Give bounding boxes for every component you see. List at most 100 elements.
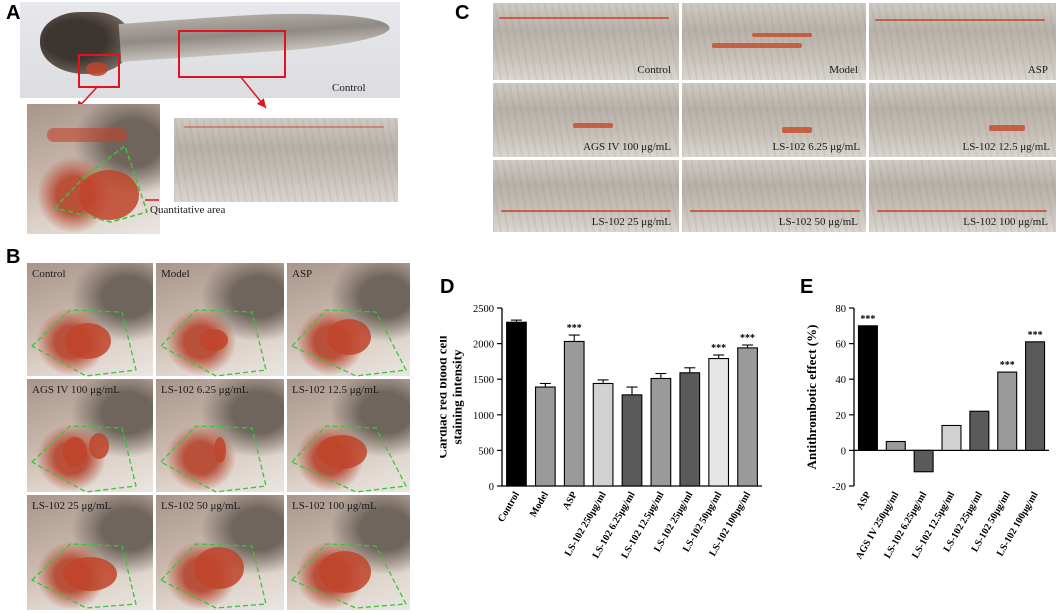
b-label-ls102-12-5: LS-102 12.5 μg/mL <box>292 384 380 396</box>
y-tick-label: 500 <box>478 446 494 457</box>
heart-blob <box>319 551 371 593</box>
y-tick-label: 2000 <box>473 340 494 351</box>
panel-letter-a: A <box>6 2 21 24</box>
heart-blob <box>63 557 117 591</box>
heart-blob <box>200 329 228 351</box>
heart-blob <box>63 437 87 467</box>
bar <box>1025 341 1046 451</box>
heart-red-spot <box>86 62 108 76</box>
x-tick-label: Model <box>528 490 551 519</box>
y-tick-label: 20 <box>836 411 847 422</box>
heart-blob <box>214 437 226 463</box>
c-label-control: Control <box>637 64 671 76</box>
heart-blob <box>327 319 371 355</box>
heart-image-asp: ASP <box>286 262 411 377</box>
c-label-ls102-6-25: LS-102 6.25 μg/mL <box>772 141 860 153</box>
bar <box>534 386 556 487</box>
vessel-streak <box>989 125 1025 131</box>
chart-e: -20 0 20 40 60 80 Antithrombotic effect (%) ***… <box>804 304 1049 561</box>
heart-zoom-red-region <box>79 170 139 220</box>
y-axis-label: Antithrombotic effect (%) <box>804 325 819 470</box>
heart-image-ls102-100: LS-102 100 μg/mL <box>286 494 411 611</box>
b-label-ls102-100: LS-102 100 μg/mL <box>292 500 377 512</box>
vessel-streak <box>501 210 671 212</box>
heart-image-ags-iv: AGS IV 100 μg/mL <box>26 378 154 493</box>
y-axis-label: staining intensity <box>450 349 465 444</box>
heart-blob <box>317 435 367 469</box>
significance-label: *** <box>740 333 755 344</box>
bar <box>737 347 758 487</box>
bar <box>885 440 906 451</box>
c-label-ls102-25: LS-102 25 μg/mL <box>591 216 671 228</box>
vessel-streak <box>712 43 802 48</box>
bar <box>913 449 934 473</box>
bar <box>563 340 585 487</box>
bar <box>506 321 527 487</box>
tail-image-control: Control <box>492 2 680 81</box>
bar <box>650 377 672 487</box>
tail-image-ls102-6-25: LS-102 6.25 μg/mL <box>681 82 867 158</box>
significance-label: *** <box>1000 360 1015 371</box>
b-label-ls102-25: LS-102 25 μg/mL <box>32 500 112 512</box>
c-label-ls102-12-5: LS-102 12.5 μg/mL <box>962 141 1050 153</box>
heart-image-ls102-25: LS-102 25 μg/mL <box>26 494 154 611</box>
x-tick-label: ASP <box>561 490 580 512</box>
panel-letter-c: C <box>455 2 470 24</box>
c-label-asp: ASP <box>1027 64 1048 76</box>
heart-image-ls102-12-5: LS-102 12.5 μg/mL <box>286 378 411 493</box>
bar <box>708 358 730 487</box>
bar <box>857 325 878 451</box>
heart-roi-box <box>78 54 120 88</box>
tail-image-ls102-12-5: LS-102 12.5 μg/mL <box>868 82 1057 158</box>
bar <box>969 410 990 451</box>
bar <box>679 372 701 487</box>
zoom-arrows <box>75 75 267 111</box>
heart-zoom-image <box>27 104 160 234</box>
y-tick-label: 80 <box>836 304 847 315</box>
c-label-ls102-100: LS-102 100 μg/mL <box>963 216 1048 228</box>
x-tick-label: ASP <box>855 490 874 512</box>
heart-image-ls102-50: LS-102 50 μg/mL <box>155 494 285 611</box>
larva-head <box>40 12 130 74</box>
heart-zoom-red-streak <box>47 128 127 142</box>
heart-blob <box>194 547 244 589</box>
panel-letter-b: B <box>6 246 21 268</box>
y-tick-label: -20 <box>832 482 846 493</box>
tail-image-ags-iv: AGS IV 100 μg/mL <box>492 82 680 158</box>
c-label-ls102-50: LS-102 50 μg/mL <box>778 216 858 228</box>
tail-image-asp: ASP <box>868 2 1057 81</box>
vessel-streak <box>782 127 812 133</box>
tail-image-ls102-25: LS-102 25 μg/mL <box>492 159 680 233</box>
c-label-ags-iv: AGS IV 100 μg/mL <box>583 141 671 153</box>
vessel-streak <box>875 19 1045 21</box>
x-tick-label: Control <box>496 490 522 524</box>
y-axis-label: Cardiac red blood cell <box>440 335 450 458</box>
b-label-model: Model <box>161 268 190 280</box>
y-tick-label: 40 <box>836 375 847 386</box>
y-tick-label: 60 <box>836 340 847 351</box>
vessel-streak <box>877 210 1047 212</box>
heart-zoom-outline <box>53 144 159 223</box>
bar <box>592 382 614 487</box>
tail-roi-box <box>178 30 286 78</box>
heart-blob <box>65 323 111 359</box>
bar <box>997 371 1018 451</box>
arrow-to-tail-zoom <box>239 75 267 109</box>
quantitative-area-label: Quantitative area <box>150 204 226 216</box>
significance-label: *** <box>567 323 582 334</box>
vessel-streak <box>690 210 860 212</box>
y-tick-label: 1000 <box>473 411 494 422</box>
significance-label: *** <box>711 343 726 354</box>
bar <box>941 424 962 451</box>
y-tick-label: 0 <box>489 482 494 493</box>
bar <box>621 394 643 487</box>
panel-letter-d: D <box>440 276 455 298</box>
tail-image-ls102-100: LS-102 100 μg/mL <box>868 159 1057 233</box>
whole-larva-image: Control <box>20 2 400 98</box>
tail-image-model: Model <box>681 2 867 81</box>
y-tick-label: 1500 <box>473 375 494 386</box>
b-label-ls102-50: LS-102 50 μg/mL <box>161 500 241 512</box>
b-label-ags-iv: AGS IV 100 μg/mL <box>32 384 120 396</box>
panel-letter-e: E <box>800 276 814 298</box>
b-label-asp: ASP <box>292 268 313 280</box>
